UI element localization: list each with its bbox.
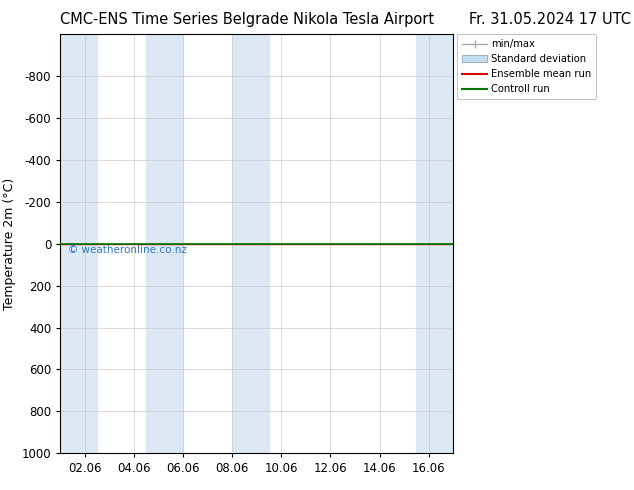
Bar [232, 34, 269, 453]
Y-axis label: Temperature 2m (°C): Temperature 2m (°C) [3, 178, 16, 310]
Text: CMC-ENS Time Series Belgrade Nikola Tesla Airport: CMC-ENS Time Series Belgrade Nikola Tesl… [60, 12, 434, 27]
Text: © weatheronline.co.nz: © weatheronline.co.nz [68, 245, 187, 255]
Bar [146, 34, 183, 453]
Bar [60, 34, 97, 453]
Bar [417, 34, 453, 453]
Text: Fr. 31.05.2024 17 UTC: Fr. 31.05.2024 17 UTC [469, 12, 631, 27]
Legend: min/max, Standard deviation, Ensemble mean run, Controll run: min/max, Standard deviation, Ensemble me… [457, 34, 597, 99]
